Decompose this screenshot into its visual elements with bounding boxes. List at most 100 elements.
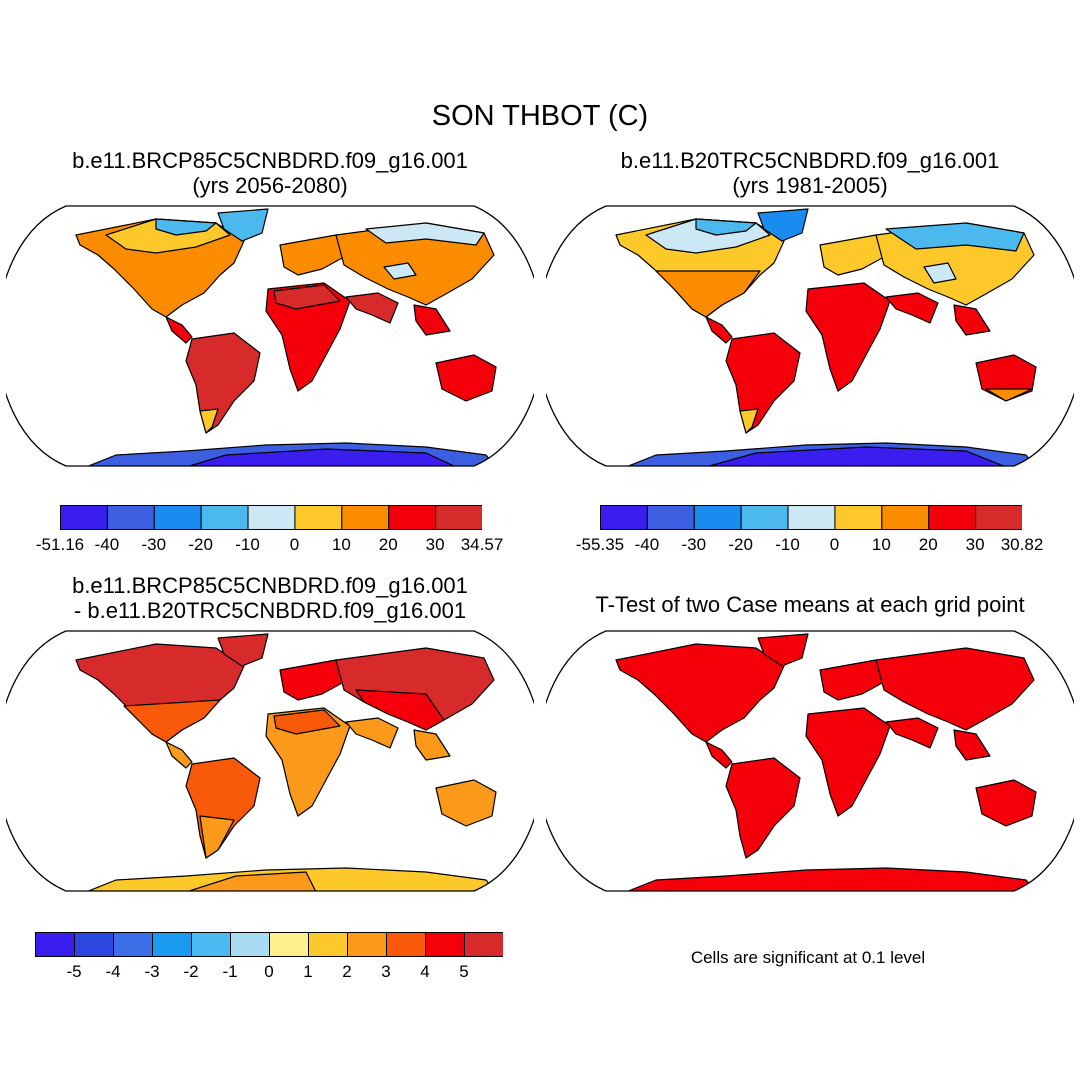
- africa: [265, 282, 351, 392]
- colorbar-box: [975, 505, 1022, 530]
- panel4-title: T-Test of two Case means at each grid po…: [540, 592, 1080, 617]
- greenland: [757, 208, 809, 242]
- south-america-south: [199, 815, 235, 859]
- map-rcp85: [6, 205, 534, 467]
- colorbar-tick-label: 30: [965, 535, 985, 554]
- south-america: [185, 332, 261, 434]
- africa: [265, 707, 351, 817]
- sahara: [273, 284, 341, 310]
- colorbar-box: [388, 505, 437, 530]
- colorbar-box: [152, 932, 192, 957]
- canada-arctic: [155, 218, 217, 236]
- significance-note: Cells are significant at 0.1 level: [690, 948, 926, 967]
- colorbar-tick-label: 0: [289, 535, 300, 554]
- colorbar-box: [200, 505, 249, 530]
- arctic-islands: [695, 218, 757, 236]
- map-border: [6, 630, 534, 892]
- se-asia: [413, 729, 451, 761]
- siberia: [885, 222, 1025, 252]
- colorbar-box: [425, 932, 465, 957]
- colorbar-boxes: [35, 932, 503, 957]
- colorbar-tick-label: -5: [66, 962, 82, 981]
- colorbar-tick-label: -40: [634, 535, 660, 554]
- south-america: [725, 332, 801, 434]
- map-border: [546, 205, 1074, 467]
- arabia-india: [885, 717, 939, 749]
- south-america: [725, 757, 801, 859]
- map-historical: [546, 205, 1074, 467]
- colorbar-box: [230, 932, 270, 957]
- colorbar-tick-label: -1: [222, 962, 238, 981]
- colorbar-box: [341, 505, 390, 530]
- colorbar-box: [386, 932, 426, 957]
- colorbar-tick-label: -51.16: [35, 535, 85, 554]
- antarctica-west: [185, 871, 317, 891]
- panel3-title-line1: b.e11.BRCP85C5CNBDRD.f09_g16.001: [72, 573, 468, 598]
- colorbar-tick-label: -10: [775, 535, 800, 554]
- colorbar-tick-label: -3: [144, 962, 160, 981]
- africa: [805, 282, 891, 392]
- colorbar-tick-label: -55.35: [575, 535, 625, 554]
- australia: [435, 354, 497, 402]
- colorbar-tick-label: -4: [105, 962, 121, 981]
- colorbar-box: [693, 505, 742, 530]
- antarctica-interior: [705, 446, 1007, 466]
- colorbar-tick-label: 2: [342, 962, 352, 981]
- colorbar-tick-label: 10: [871, 535, 891, 554]
- colorbar-box: [153, 505, 202, 530]
- tibet: [383, 262, 417, 280]
- asia-south: [355, 689, 445, 731]
- colorbar-tick-label: 30.82: [1000, 535, 1044, 554]
- australia: [435, 779, 497, 827]
- colorbar-box: [600, 505, 648, 530]
- central-america: [705, 741, 733, 769]
- panel3-title-line2: - b.e11.B20TRC5CNBDRD.f09_g16.001: [73, 598, 467, 624]
- arabia-india: [885, 292, 939, 324]
- colorbar-box: [435, 505, 482, 530]
- colorbar-boxes: [60, 505, 482, 530]
- colorbar-tick-label: -10: [235, 535, 260, 554]
- colorbar-box: [740, 505, 789, 530]
- se-asia: [413, 304, 451, 336]
- colorbar-tick-label: -2: [183, 962, 199, 981]
- figure-title: SON THBOT (C): [431, 100, 649, 132]
- colorbar-box: [106, 505, 155, 530]
- map-difference: [6, 630, 534, 892]
- colorbar-tick-label: 20: [918, 535, 938, 554]
- se-asia: [953, 729, 991, 761]
- colorbar-tick-label: -30: [681, 535, 707, 554]
- colorbar-box: [113, 932, 153, 957]
- colorbar-historical: -55.35 -40 -30 -20 -10 0 10 20 30 30.82: [576, 505, 1043, 561]
- asia: [875, 647, 1035, 731]
- arabia-india: [345, 292, 399, 324]
- colorbar-box: [464, 932, 503, 957]
- map-border: [546, 630, 1074, 892]
- tibet: [923, 262, 957, 284]
- greenland: [217, 208, 269, 242]
- colorbar-tick-label: -20: [728, 535, 753, 554]
- colorbar-box: [347, 932, 387, 957]
- north-america-south: [123, 699, 221, 743]
- colorbar-rcp85: -51.16 -40 -30 -20 -10 0 10 20 30 34.57: [36, 505, 503, 561]
- colorbar-box: [191, 932, 231, 957]
- panel1-title-line2: (yrs 2056-2080): [192, 173, 348, 199]
- australia: [975, 779, 1037, 827]
- colorbar-tick-label: 1: [303, 962, 313, 981]
- se-asia: [953, 304, 991, 336]
- central-america: [705, 316, 733, 344]
- map-ttest: [546, 630, 1074, 892]
- colorbar-tick-label: 34.57: [460, 535, 504, 554]
- central-america: [165, 316, 193, 344]
- colorbar-box: [60, 505, 108, 530]
- colorbar-box: [74, 932, 114, 957]
- colorbar-tick-label: 3: [381, 962, 391, 981]
- panel1-title-line1: b.e11.BRCP85C5CNBDRD.f09_g16.001: [72, 148, 468, 173]
- panel3-title: b.e11.BRCP85C5CNBDRD.f09_g16.001 - b.e11…: [0, 573, 540, 624]
- south-america-tip: [199, 408, 219, 434]
- colorbar-tick-label: 10: [331, 535, 351, 554]
- arabia-india: [345, 717, 399, 749]
- panel2-title-line1: b.e11.B20TRC5CNBDRD.f09_g16.001: [620, 148, 1000, 173]
- colorbar-tick-label: 20: [378, 535, 398, 554]
- panel1-title: b.e11.BRCP85C5CNBDRD.f09_g16.001 (yrs 20…: [0, 148, 540, 199]
- africa: [805, 707, 891, 817]
